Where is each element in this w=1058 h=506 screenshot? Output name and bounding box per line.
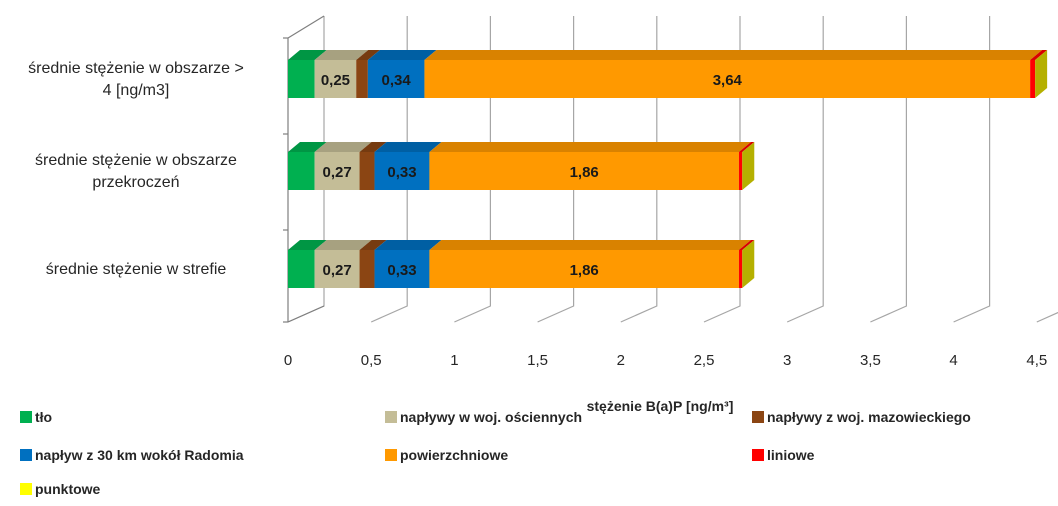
x-tick-label: 3 [783,352,791,369]
bar-segment [356,60,368,98]
x-tick-label: 2 [617,352,625,369]
gridlines [287,16,1058,323]
bar-segment [424,60,1031,98]
legend-label: liniowe [767,447,815,463]
x-axis-title: stężenie B(a)P [ng/m³] [587,398,734,414]
gridline [454,16,491,323]
bar-segment [359,250,375,288]
legend-label: punktowe [35,481,101,497]
bar-segment-top [1030,50,1048,60]
legend-label: powierzchniowe [400,447,508,463]
bar-segment-top [359,240,387,250]
legend-label: tło [35,409,52,425]
legend-swatch [20,411,32,423]
gridline [620,16,658,323]
bar-segment [429,152,739,190]
legend-label: napływy w woj. ościennych [400,409,582,425]
x-tick-label: 3,5 [860,352,881,369]
bar-segment-top [356,50,380,60]
x-tick-label: 1,5 [527,352,548,369]
bar-segment [359,152,375,190]
bar-segment [738,250,743,288]
x-tick-label: 4 [949,352,957,369]
data-label: 1,86 [570,262,599,279]
gridline [537,16,575,323]
legend-swatch [752,411,764,423]
bar-side-face [742,142,755,190]
bar-segment-top [429,142,751,152]
legend-swatch [20,449,32,461]
data-label: 0,25 [321,72,350,89]
category-labels: średnie stężenie w obszarze >4 [ng/m3] śr… [28,60,244,278]
data-label: 0,27 [322,262,351,279]
data-label: 3,64 [713,72,743,89]
bar-segment [314,152,360,190]
bar-segment [374,152,430,190]
bar-segment-top [288,142,327,152]
category-label: średnie stężenie w strefie [46,261,227,278]
gridline [1036,311,1058,323]
bar-segment [367,60,425,98]
bar-segment-top [374,142,442,152]
bar-segment-top [429,240,751,250]
x-tick-label: 0,5 [361,352,382,369]
bar-segment-top [738,142,755,152]
bar-segment-top [359,142,387,152]
legend-label: napływy z woj. mazowieckiego [767,409,971,425]
bar-segment-top [288,240,327,250]
bar-segment-top [288,50,327,60]
bar-segment-top [314,240,372,250]
bar-segment-top [424,50,1043,60]
gridline [703,16,741,323]
legend-swatch [752,449,764,461]
bar-segment-top [314,50,369,60]
data-label: 0,34 [382,72,412,89]
bar-segment [738,152,743,190]
bar-segment-top [314,142,372,152]
category-label: średnie stężenie w obszarze przekroczeń [35,152,237,191]
data-labels: 0,25 0,34 3,64 0,27 0,33 1,86 0,27 0,33 1,86 [321,72,743,279]
data-label: 0,33 [387,164,416,181]
x-tick-label: 2,5 [694,352,715,369]
bar-segment [288,152,315,190]
bar-side-face [742,240,755,288]
legend-swatch [385,449,397,461]
bar-segment [314,60,357,98]
data-label: 1,86 [570,164,599,181]
data-label: 0,27 [322,164,351,181]
legend: tło napływy w woj. ościennych napływy z wo… [20,409,971,497]
x-tick-labels: 0 0,5 1 1,5 2 2,5 3 3,5 4 4,5 [284,352,1047,369]
bar-segment-top [374,240,442,250]
x-tick-label: 0 [284,352,292,369]
bar-segment-top [367,50,437,60]
x-tick-label: 1 [450,352,458,369]
gridline [370,16,408,323]
bar-segment [1030,60,1036,98]
gridline [786,16,824,323]
legend-label: napływ z 30 km wokół Radomia [35,447,244,463]
bars [288,50,1048,288]
bar-segment [288,250,315,288]
x-tick-label: 4,5 [1026,352,1047,369]
bar-side-face [1035,50,1048,98]
bar-segment [429,250,739,288]
bar-segment [314,250,360,288]
category-label: średnie stężenie w obszarze >4 [ng/m3] [28,60,244,99]
data-label: 0,33 [387,262,416,279]
legend-swatch [20,483,32,495]
gridline [870,16,907,323]
legend-swatch [385,411,397,423]
gridline [953,16,991,323]
bar-segment [288,60,315,98]
bar-segment-top [738,240,755,250]
bar-segment [374,250,430,288]
